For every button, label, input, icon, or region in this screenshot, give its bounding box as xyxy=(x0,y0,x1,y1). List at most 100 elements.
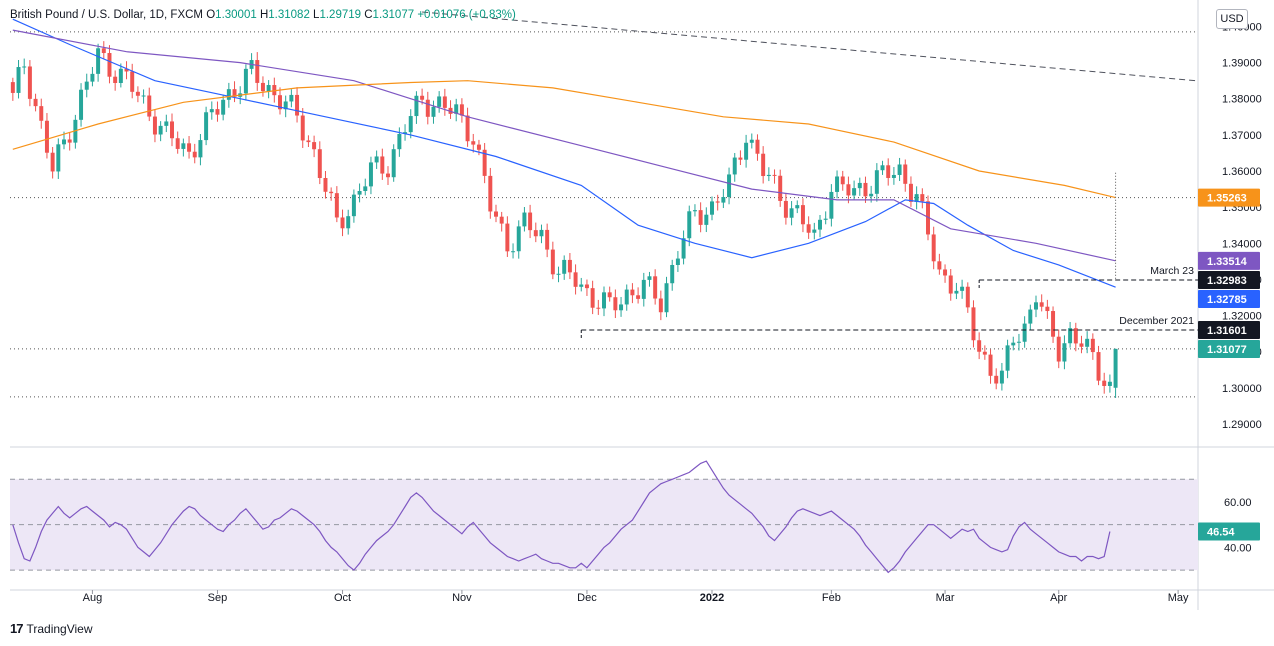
moving-average-mid[interactable] xyxy=(12,29,1116,262)
candle-body xyxy=(852,188,857,196)
candle-body xyxy=(22,66,27,68)
candle-body xyxy=(505,223,510,252)
candle-body xyxy=(1113,348,1118,388)
candle-body xyxy=(232,89,237,97)
candle-body xyxy=(596,307,601,309)
candle-body xyxy=(243,68,248,94)
candle-body xyxy=(619,304,624,311)
candle-body xyxy=(56,144,61,172)
candle-body xyxy=(170,121,174,139)
current-price-tag-text: 1.31077 xyxy=(1207,344,1247,356)
candle-body xyxy=(454,104,459,114)
candle-body xyxy=(1107,381,1112,386)
candle-body xyxy=(1011,342,1016,346)
candle-body xyxy=(215,109,220,115)
candle-body xyxy=(1085,338,1090,347)
ma-price-tag-text: 1.35263 xyxy=(1207,193,1247,205)
time-tick-label: May xyxy=(1168,592,1189,604)
candle-body xyxy=(351,194,356,217)
moving-average-slow[interactable] xyxy=(12,80,1116,199)
candle-body xyxy=(306,140,311,143)
candle-body xyxy=(692,210,697,212)
candle-body xyxy=(675,258,680,265)
candle-body xyxy=(1073,328,1078,344)
candle-body xyxy=(778,175,783,201)
candle-body xyxy=(960,286,965,291)
candle-body xyxy=(488,175,493,212)
close-value: 1.31077 xyxy=(372,9,415,21)
candle-body xyxy=(152,116,157,135)
candle-body xyxy=(90,73,95,82)
candle-body xyxy=(727,174,732,198)
candle-body xyxy=(971,307,976,341)
candle-body xyxy=(1068,328,1073,344)
candle-body xyxy=(835,176,840,192)
candle-body xyxy=(937,261,942,270)
candle-body xyxy=(846,184,851,196)
candle-body xyxy=(903,164,908,184)
candle-body xyxy=(175,138,180,149)
high-value: 1.31082 xyxy=(268,9,310,21)
tradingview-logo-icon: 17 xyxy=(10,621,24,636)
candle-body xyxy=(465,115,470,142)
price-tick-label: 1.37000 xyxy=(1222,130,1262,142)
candle-body xyxy=(62,139,66,145)
candle-body xyxy=(681,238,686,259)
candle-body xyxy=(471,141,476,145)
tradingview-brand[interactable]: 17 TradingView xyxy=(10,621,93,636)
candle-body xyxy=(653,276,658,299)
candle-body xyxy=(147,95,152,117)
candle-body xyxy=(391,149,396,178)
rsi-tick-label: 60.00 xyxy=(1224,497,1252,509)
rsi-value-tag: 46.54 xyxy=(1198,522,1260,541)
price-tick-label: 1.34000 xyxy=(1222,238,1262,250)
candle-body xyxy=(687,211,692,239)
candle-body xyxy=(476,144,481,150)
rsi-line[interactable] xyxy=(12,460,1111,574)
candle-body xyxy=(27,66,32,99)
candle-body xyxy=(948,275,953,294)
moving-average-fast[interactable] xyxy=(12,18,1116,288)
candle-body xyxy=(772,174,777,176)
candle-body xyxy=(715,201,720,203)
time-tick-label: 2022 xyxy=(700,592,724,604)
candle-body xyxy=(67,139,72,143)
candle-body xyxy=(135,91,140,96)
candle-body xyxy=(761,153,766,177)
candle-body xyxy=(783,200,788,218)
candle-body xyxy=(511,251,516,253)
candle-body xyxy=(721,197,726,203)
candle-body xyxy=(698,210,703,225)
time-tick-label: Feb xyxy=(822,592,841,604)
brand-name: TradingView xyxy=(26,621,93,636)
level-price-tag: 1.32983 xyxy=(1198,271,1260,290)
candle-body xyxy=(914,194,919,202)
close-label: C xyxy=(364,9,373,21)
candle-body xyxy=(636,295,641,299)
candle-body xyxy=(289,94,294,102)
candle-body xyxy=(994,375,999,384)
candle-body xyxy=(579,284,584,287)
candle-body xyxy=(141,95,146,97)
candle-body xyxy=(113,76,118,84)
candle-body xyxy=(1005,345,1010,371)
candle-body xyxy=(1039,302,1044,307)
candle-body xyxy=(1016,341,1021,343)
candle-body xyxy=(198,140,203,158)
currency-button[interactable]: USD xyxy=(1216,9,1248,29)
candle-body xyxy=(482,149,487,176)
candle-body xyxy=(738,157,743,160)
candle-body xyxy=(869,193,874,197)
candle-body xyxy=(1045,306,1050,312)
candle-body xyxy=(920,194,925,202)
candle-body xyxy=(431,106,436,117)
candle-body xyxy=(800,205,805,225)
candle-body xyxy=(516,226,521,252)
ma-price-tag: 1.32785 xyxy=(1198,290,1260,309)
level-price-tag-bg xyxy=(1198,271,1260,290)
level-label: December 2021 xyxy=(1119,315,1194,327)
trendline-dashed[interactable] xyxy=(422,11,1196,82)
ma-price-tag-bg xyxy=(1198,290,1260,309)
candle-body xyxy=(408,116,413,133)
